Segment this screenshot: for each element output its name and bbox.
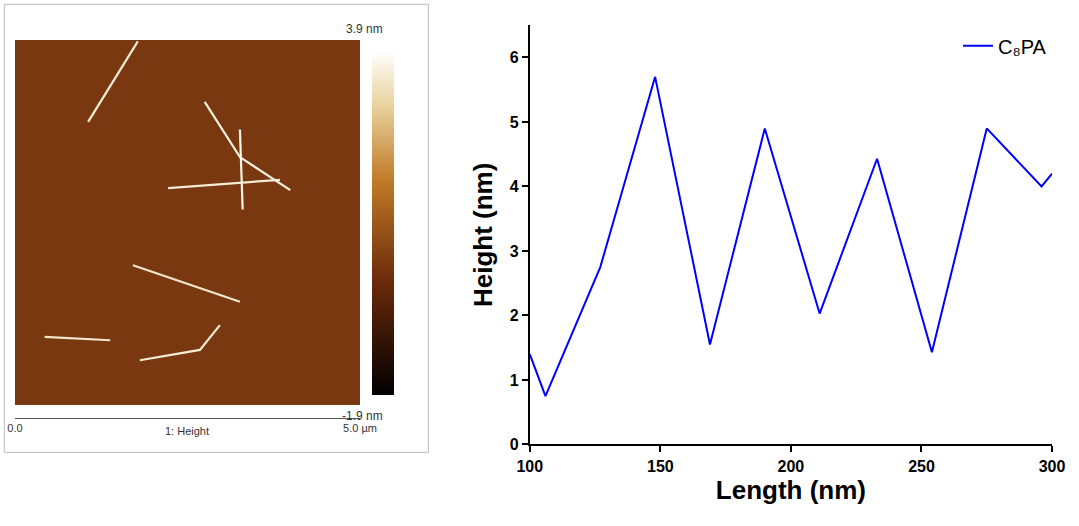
svg-text:Height (nm): Height (nm): [468, 163, 498, 307]
svg-text:250: 250: [908, 458, 935, 475]
svg-text:6: 6: [510, 49, 519, 66]
svg-text:100: 100: [516, 458, 543, 475]
svg-text:0.0: 0.0: [7, 422, 22, 434]
svg-text:5.0 µm: 5.0 µm: [343, 422, 377, 434]
svg-text:4: 4: [510, 178, 519, 195]
svg-text:0: 0: [510, 436, 519, 453]
svg-text:150: 150: [647, 458, 674, 475]
svg-text:1: Height: 1: Height: [165, 425, 209, 437]
svg-text:300: 300: [1039, 458, 1066, 475]
svg-text:2: 2: [510, 307, 519, 324]
svg-text:1: 1: [510, 372, 519, 389]
svg-text:Length (nm): Length (nm): [716, 475, 866, 505]
svg-text:-1.9 nm: -1.9 nm: [342, 409, 383, 423]
svg-text:200: 200: [778, 458, 805, 475]
svg-text:3: 3: [510, 243, 519, 260]
svg-text:C₈PA: C₈PA: [998, 36, 1047, 58]
svg-text:5: 5: [510, 114, 519, 131]
svg-text:3.9 nm: 3.9 nm: [346, 22, 383, 36]
